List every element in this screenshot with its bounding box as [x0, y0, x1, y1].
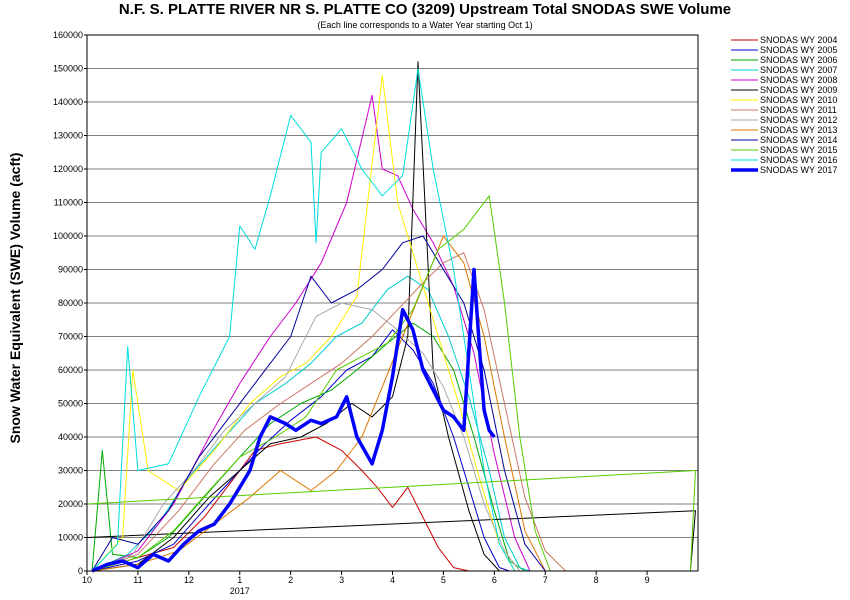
y-tick-label: 100000	[53, 231, 83, 241]
y-tick-label: 130000	[53, 131, 83, 141]
y-tick-label: 150000	[53, 64, 83, 74]
series-line	[91, 74, 516, 572]
legend-entry: SNODAS WY 2017	[760, 165, 837, 175]
series-line	[86, 195, 696, 572]
y-tick-label: 80000	[58, 298, 83, 308]
x-tick-label: 9	[645, 575, 650, 585]
y-tick-label: 160000	[53, 30, 83, 40]
series-line	[91, 252, 566, 572]
series-line	[91, 94, 531, 572]
gridlines	[87, 34, 698, 572]
legend-entry: SNODAS WY 2011	[760, 105, 837, 115]
x-tick-label: 8	[594, 575, 599, 585]
legend-entry: SNODAS WY 2009	[760, 85, 837, 95]
x-tick-label: 6	[492, 575, 497, 585]
legend-entry: SNODAS WY 2005	[760, 45, 837, 55]
legend-entry: SNODAS WY 2014	[760, 135, 837, 145]
legend-entry: SNODAS WY 2008	[760, 75, 837, 85]
legend-entry: SNODAS WY 2007	[760, 65, 837, 75]
y-tick-label: 20000	[58, 499, 83, 509]
series-line	[86, 61, 696, 572]
series-line	[91, 267, 496, 573]
x-tick-label: 2	[288, 575, 293, 585]
x-axis-year-label: 2017	[230, 586, 250, 596]
y-tick-label: 50000	[58, 399, 83, 409]
y-tick-label: 140000	[53, 97, 83, 107]
x-tick-label: 1	[237, 575, 242, 585]
y-tick-label: 70000	[58, 332, 83, 342]
x-tick-label: 12	[184, 575, 194, 585]
y-tick-label: 120000	[53, 164, 83, 174]
y-tick-label: 90000	[58, 265, 83, 275]
legend-entry: SNODAS WY 2016	[760, 155, 837, 165]
legend-entry: SNODAS WY 2010	[760, 95, 837, 105]
series-line	[91, 329, 510, 572]
legend-entry: SNODAS WY 2004	[760, 35, 837, 45]
y-tick-label: 30000	[58, 466, 83, 476]
legend-entry: SNODAS WY 2012	[760, 115, 837, 125]
series-line	[91, 436, 470, 572]
x-tick-label: 10	[82, 575, 92, 585]
series-line	[91, 275, 531, 572]
y-tick-label: 110000	[54, 198, 83, 208]
y-tick-label: 0	[78, 566, 83, 576]
y-tick-label: 40000	[58, 432, 83, 442]
x-tick-label: 3	[339, 575, 344, 585]
series-line	[91, 68, 516, 572]
x-axis-ticks: 10 11 12 1 2 3 4 5 6 7 8 9	[82, 571, 650, 585]
y-axis-ticks: 0 10000 20000 30000 40000 50000 60000 70000 8000…	[53, 30, 87, 576]
chart-subtitle: (Each line corresponds to a Water Year s…	[317, 20, 533, 30]
legend-entry: SNODAS WY 2015	[760, 145, 837, 155]
legend-entry: SNODAS WY 2013	[760, 125, 837, 135]
x-tick-label: 11	[133, 575, 142, 585]
chart-title: N.F. S. PLATTE RIVER NR S. PLATTE CO (32…	[118, 1, 732, 18]
y-tick-label: 60000	[58, 365, 83, 375]
x-tick-label: 4	[390, 575, 395, 585]
series-line	[91, 302, 521, 572]
series-lines	[86, 61, 696, 573]
legend-entry: SNODAS WY 2006	[760, 55, 837, 65]
x-tick-label: 5	[441, 575, 446, 585]
x-tick-label: 7	[543, 575, 548, 585]
y-tick-label: 10000	[58, 533, 83, 543]
